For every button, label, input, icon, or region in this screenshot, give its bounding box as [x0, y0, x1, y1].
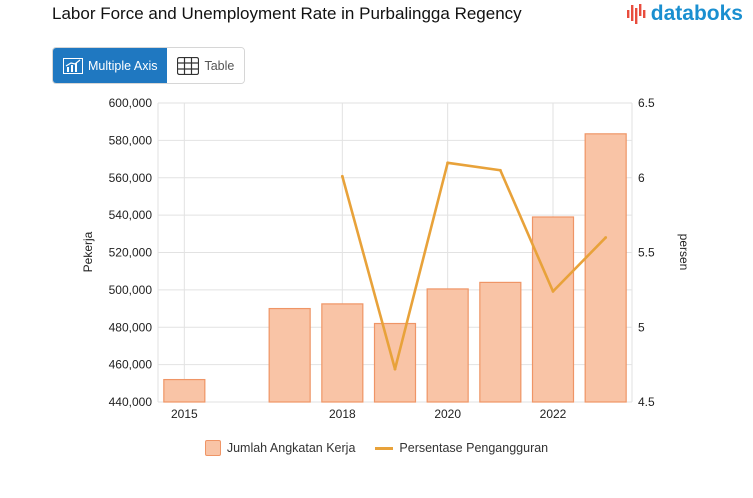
legend-label-unemployment: Persentase Pengangguran	[399, 441, 549, 455]
bar-labor-force-2020[interactable]	[426, 288, 469, 403]
bar-labor-force-2018[interactable]	[321, 303, 364, 403]
y-left-tick-label: 600,000	[109, 96, 153, 110]
chart-title: Labor Force and Unemployment Rate in Pur…	[52, 4, 522, 23]
multiple-axis-label: Multiple Axis	[88, 58, 158, 73]
bar-labor-force-2023[interactable]	[584, 133, 627, 403]
y-left-tick-label: 500,000	[109, 283, 153, 297]
y-right-tick-label: 6	[638, 171, 645, 185]
table-button[interactable]: Table	[167, 48, 245, 83]
bar-labor-force-2019[interactable]	[373, 322, 417, 403]
table-icon	[177, 56, 200, 75]
legend: Jumlah Angkatan Kerja Persentase Pengang…	[0, 440, 753, 456]
bar-labor-force-2017[interactable]	[268, 307, 311, 403]
chart-icon	[63, 57, 83, 74]
legend-bar-swatch	[204, 440, 221, 456]
view-toggle: Multiple Axis Table	[52, 47, 246, 84]
line-unemployment[interactable]	[341, 161, 607, 371]
y-left-tick-label: 540,000	[109, 208, 153, 222]
y-right-tick-label: 5	[638, 320, 645, 334]
x-tick-label: 2020	[434, 407, 461, 421]
databoks-logo: databoks	[626, 2, 743, 26]
legend-line-swatch	[375, 446, 394, 450]
y-axis-left-title: Pekerja	[81, 231, 95, 272]
point-unemployment-2018[interactable]	[340, 174, 344, 178]
y-left-tick-label: 440,000	[109, 395, 153, 409]
databoks-logo-icon	[626, 4, 646, 24]
point-unemployment-2020[interactable]	[446, 161, 450, 165]
bar-labor-force-2021[interactable]	[479, 281, 522, 403]
point-unemployment-2019[interactable]	[393, 367, 397, 371]
y-left-tick-label: 520,000	[109, 246, 153, 260]
y-left-tick-label: 560,000	[109, 171, 153, 185]
logo-text: databoks	[650, 2, 743, 25]
y-axis-right-title: persen	[677, 234, 691, 271]
legend-label-labor-force: Jumlah Angkatan Kerja	[226, 441, 356, 455]
x-tick-label: 2022	[540, 407, 567, 421]
y-right-tick-label: 6.5	[638, 96, 655, 110]
legend-item-unemployment[interactable]: Persentase Pengangguran	[375, 441, 548, 455]
point-unemployment-2023[interactable]	[604, 236, 608, 239]
point-unemployment-2022[interactable]	[551, 289, 555, 293]
y-left-tick-label: 460,000	[109, 358, 153, 372]
x-tick-label: 2015	[171, 407, 198, 421]
y-left-tick-label: 580,000	[109, 133, 153, 147]
x-tick-label: 2018	[329, 407, 356, 421]
point-unemployment-2021[interactable]	[498, 168, 502, 172]
y-left-tick-label: 480,000	[109, 320, 153, 334]
legend-item-labor-force[interactable]: Jumlah Angkatan Kerja	[204, 440, 356, 456]
y-right-tick-label: 4.5	[638, 395, 655, 409]
table-label: Table	[204, 58, 235, 73]
multiple-axis-button[interactable]: Multiple Axis	[53, 48, 168, 83]
bar-labor-force-2022[interactable]	[531, 216, 575, 403]
bar-labor-force-2015[interactable]	[163, 378, 206, 403]
y-right-tick-label: 5.5	[638, 246, 655, 260]
